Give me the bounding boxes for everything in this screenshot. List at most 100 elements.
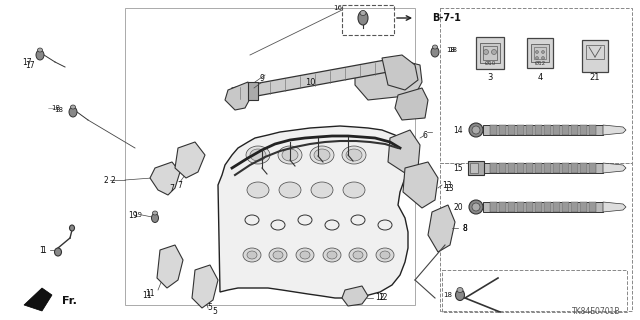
Bar [571, 202, 578, 212]
Bar [589, 202, 596, 212]
Ellipse shape [278, 146, 302, 164]
Ellipse shape [433, 45, 438, 49]
Bar [535, 163, 542, 173]
Text: Fr.: Fr. [62, 296, 77, 306]
Polygon shape [175, 142, 205, 178]
Text: 17: 17 [26, 60, 35, 69]
Bar [499, 125, 506, 135]
Ellipse shape [152, 211, 157, 215]
Polygon shape [382, 55, 418, 90]
Polygon shape [24, 288, 52, 311]
Text: —: — [48, 105, 55, 111]
Ellipse shape [247, 251, 257, 259]
Bar [468, 161, 484, 175]
Text: 18: 18 [446, 47, 455, 53]
Text: 19: 19 [133, 212, 142, 218]
Ellipse shape [380, 251, 390, 259]
Text: 1: 1 [39, 245, 44, 254]
Ellipse shape [296, 248, 314, 262]
Text: 18: 18 [54, 107, 63, 113]
Ellipse shape [70, 105, 76, 109]
Bar [517, 125, 524, 135]
Ellipse shape [343, 182, 365, 198]
Bar [342, 5, 394, 35]
Polygon shape [603, 202, 626, 212]
Text: 11: 11 [143, 291, 152, 300]
Polygon shape [218, 126, 410, 298]
Ellipse shape [38, 48, 42, 52]
Ellipse shape [36, 50, 44, 60]
Ellipse shape [349, 248, 367, 262]
Text: 10: 10 [305, 77, 316, 86]
Bar [535, 202, 542, 212]
Text: 20: 20 [453, 203, 463, 212]
Text: 16: 16 [333, 5, 342, 11]
Bar [483, 163, 603, 173]
Bar [483, 46, 497, 60]
Bar [125, 8, 415, 305]
Ellipse shape [472, 126, 480, 134]
Bar [517, 202, 524, 212]
Bar [534, 47, 546, 59]
Bar [589, 125, 596, 135]
Bar [571, 125, 578, 135]
Ellipse shape [300, 251, 310, 259]
Polygon shape [342, 286, 368, 306]
Ellipse shape [70, 225, 74, 231]
Ellipse shape [376, 248, 394, 262]
Text: 19: 19 [129, 211, 138, 220]
Text: 7: 7 [170, 183, 175, 193]
Bar [508, 125, 515, 135]
Bar [499, 202, 506, 212]
Ellipse shape [358, 11, 368, 25]
Bar [562, 163, 569, 173]
Bar [531, 44, 549, 62]
Ellipse shape [310, 146, 334, 164]
Ellipse shape [492, 50, 497, 54]
Text: 13: 13 [444, 183, 454, 193]
Text: 5: 5 [212, 308, 218, 316]
Polygon shape [355, 60, 422, 100]
Ellipse shape [457, 287, 463, 292]
Bar [562, 125, 569, 135]
Bar [499, 163, 506, 173]
Text: 18: 18 [448, 47, 457, 53]
Bar [580, 125, 587, 135]
Polygon shape [428, 205, 455, 252]
Bar [586, 45, 604, 59]
Bar [248, 82, 258, 100]
Ellipse shape [323, 248, 341, 262]
Ellipse shape [273, 251, 283, 259]
Text: 13: 13 [442, 180, 452, 189]
Ellipse shape [250, 149, 266, 161]
Text: 6: 6 [422, 131, 427, 140]
Ellipse shape [311, 182, 333, 198]
Bar [483, 125, 603, 135]
Ellipse shape [314, 149, 330, 161]
Bar [544, 202, 551, 212]
Bar [580, 163, 587, 173]
Bar [553, 163, 560, 173]
Bar [480, 43, 500, 63]
Ellipse shape [69, 107, 77, 117]
Bar [526, 202, 533, 212]
Bar [442, 270, 627, 312]
Bar [580, 202, 587, 212]
Polygon shape [230, 60, 392, 100]
Ellipse shape [247, 182, 269, 198]
Text: 1: 1 [41, 245, 46, 254]
Bar [526, 125, 533, 135]
Bar [476, 37, 504, 69]
Text: 18: 18 [51, 105, 60, 111]
Polygon shape [403, 162, 438, 208]
Bar [483, 202, 603, 212]
Polygon shape [395, 88, 428, 120]
Bar [571, 163, 578, 173]
Ellipse shape [243, 248, 261, 262]
Ellipse shape [469, 200, 483, 214]
Ellipse shape [282, 149, 298, 161]
Bar [508, 163, 515, 173]
Ellipse shape [54, 248, 61, 256]
Ellipse shape [279, 182, 301, 198]
Bar [544, 125, 551, 135]
